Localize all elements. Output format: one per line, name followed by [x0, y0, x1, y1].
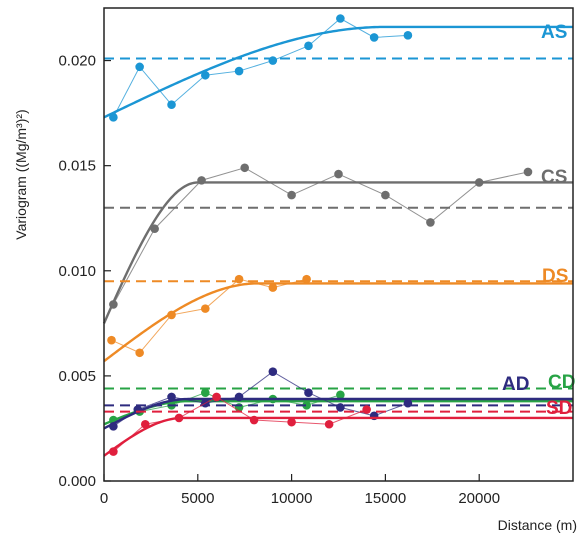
- sd-data-point: [109, 447, 118, 456]
- ad-point-line: [113, 371, 409, 427]
- cs-fit-curve: [102, 181, 573, 324]
- ds-data-point: [302, 274, 311, 284]
- x-axis-title: Distance (m): [498, 517, 577, 533]
- x-tick-label: 20000: [458, 490, 500, 507]
- as-data-point: [304, 41, 313, 51]
- ad-data-point: [304, 388, 313, 398]
- cs-series-label: CS: [541, 167, 567, 188]
- as-data-point: [234, 66, 244, 76]
- y-axis-title: Variogram ((Mg/m³)²): [13, 109, 29, 239]
- y-tick-label: 0.020: [58, 53, 96, 70]
- as-point-line: [112, 17, 408, 118]
- ad-series-label: AD: [502, 374, 529, 395]
- ds-data-point: [107, 335, 116, 345]
- series-layer: AS CS DS CD AD SD: [102, 14, 575, 457]
- sd-data-point: [212, 392, 221, 402]
- x-tick-label: 5000: [181, 490, 214, 507]
- as-data-point: [336, 14, 345, 23]
- cd-series-label: CD: [548, 372, 575, 393]
- as-data-point: [167, 100, 176, 110]
- cs-data-point: [334, 169, 343, 179]
- ad-data-point: [268, 367, 278, 376]
- x-tick-label: 15000: [365, 490, 407, 507]
- y-tick-label: 0.010: [58, 263, 96, 280]
- ds-point-line: [111, 278, 307, 354]
- ds-fit-curve: [103, 282, 573, 363]
- y-tick-label: 0.015: [58, 158, 96, 175]
- cs-data-point: [197, 176, 206, 185]
- series-ds: DS: [103, 266, 573, 363]
- cs-data-point: [287, 190, 296, 200]
- y-tick-label: 0.005: [58, 368, 96, 385]
- cs-data-point: [474, 178, 484, 187]
- ds-data-point: [201, 304, 210, 313]
- cs-data-point: [150, 224, 159, 234]
- as-fit-curve: [103, 25, 573, 119]
- cd-data-point: [302, 401, 311, 410]
- ds-data-point: [268, 283, 278, 292]
- cs-data-point: [109, 300, 118, 309]
- plot-frame: [103, 7, 574, 482]
- as-data-point: [369, 33, 379, 42]
- ds-data-point: [135, 348, 144, 358]
- as-data-point: [201, 70, 210, 80]
- cs-data-point: [381, 190, 390, 200]
- sd-data-point: [249, 415, 259, 425]
- x-tick-label: 0: [100, 490, 108, 507]
- ad-data-point: [336, 403, 345, 412]
- sd-fit-curve: [103, 416, 573, 457]
- as-data-point: [403, 31, 413, 40]
- sd-data-point: [174, 413, 184, 423]
- cs-data-point: [426, 218, 435, 227]
- cs-point-line: [112, 167, 529, 305]
- sd-data-point: [324, 419, 334, 429]
- y-tick-label: 0.000: [58, 473, 96, 490]
- cs-data-point: [523, 167, 533, 177]
- sd-series-label: SD: [546, 398, 572, 419]
- series-sd: SD: [103, 392, 573, 457]
- as-series-label: AS: [541, 22, 567, 43]
- ad-data-point: [403, 398, 413, 408]
- as-data-point: [268, 56, 278, 65]
- ds-series-label: DS: [542, 266, 568, 287]
- ds-data-point: [234, 274, 244, 284]
- sd-data-point: [140, 419, 150, 429]
- ds-data-point: [167, 310, 176, 320]
- sd-data-point: [362, 405, 371, 414]
- cd-data-point: [201, 388, 210, 398]
- cs-data-point: [240, 163, 249, 173]
- ad-data-point: [109, 422, 118, 431]
- series-ad: AD: [103, 367, 573, 431]
- as-data-point: [109, 113, 118, 122]
- cd-data-point: [336, 390, 345, 400]
- sd-point-line: [113, 396, 367, 452]
- ad-data-point: [167, 392, 176, 402]
- as-data-point: [135, 62, 144, 72]
- series-cs: CS: [102, 163, 573, 324]
- ad-data-point: [234, 392, 244, 402]
- ticks-layer: 0 5000 10000 15000 20000 0.000 0.005 0.010 0.015…: [58, 53, 500, 507]
- sd-data-point: [287, 417, 296, 427]
- x-tick-label: 10000: [271, 490, 313, 507]
- series-as: AS: [103, 14, 573, 122]
